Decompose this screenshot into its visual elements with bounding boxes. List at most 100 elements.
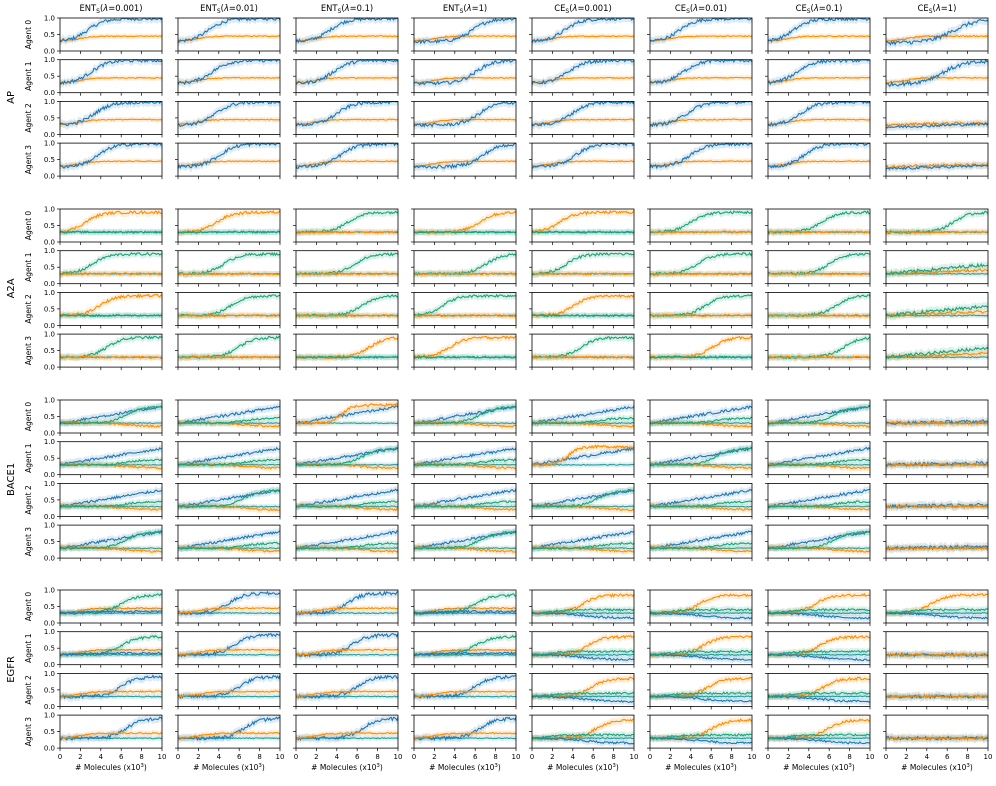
panel-ap-a0-c6 — [765, 17, 871, 54]
panel-bace1-a0-c5 — [647, 399, 753, 436]
series-line-blue — [295, 100, 399, 127]
series-line-orange — [650, 545, 753, 553]
series-line-orange — [178, 606, 281, 615]
x-axis-label: # Molecules (x103) — [901, 763, 973, 772]
series-band-blue — [768, 734, 870, 747]
panel-egfr-a1-c1 — [175, 631, 281, 668]
series-line-green — [295, 210, 399, 235]
series-band-orange — [178, 418, 280, 431]
y-tick-label: 0.0 — [44, 48, 55, 56]
series-band-green — [178, 334, 280, 362]
panel-ap-a0-c4 — [529, 17, 635, 54]
panel-bace1-a1-c5 — [647, 441, 753, 478]
series-line-orange — [767, 421, 871, 428]
series-band-green — [768, 334, 870, 363]
series-line-orange — [649, 230, 753, 234]
agent-label: Agent 0 — [24, 20, 33, 50]
y-tick-label: 0.0 — [44, 131, 55, 139]
panel-a2a-a3-c7 — [883, 333, 989, 371]
x-tick-label: 0 — [766, 753, 770, 761]
series-band-orange — [650, 334, 752, 362]
panel-egfr-a0-c5 — [647, 589, 753, 626]
y-tick-label: 1.0 — [44, 98, 55, 106]
y-tick-label: 0.0 — [44, 513, 55, 521]
series-line-teal — [295, 695, 399, 698]
panel-bace1-a3-c2 — [293, 524, 399, 562]
series-line-green — [59, 313, 163, 318]
series-line-blue — [295, 405, 399, 425]
series-line-orange — [413, 272, 516, 276]
series-line-orange — [885, 462, 989, 468]
series-line-green — [413, 355, 517, 360]
series-line-blue — [177, 530, 281, 550]
series-band-green — [768, 456, 870, 469]
panel-ap-a0-c7 — [883, 17, 989, 54]
y-tick-label: 0.0 — [44, 471, 55, 479]
y-tick-label: 0.0 — [44, 364, 55, 372]
series-line-orange — [296, 402, 399, 425]
series-line-green — [59, 251, 163, 276]
series-line-teal — [59, 737, 162, 740]
panel-egfr-a1-c5 — [647, 631, 753, 668]
series-line-green — [413, 253, 517, 277]
series-line-orange — [885, 76, 989, 84]
x-tick-label: 10 — [276, 753, 285, 761]
series-line-orange — [177, 690, 281, 698]
series-line-orange — [885, 503, 989, 509]
series-line-green — [413, 230, 517, 234]
series-band-green — [60, 334, 162, 362]
series-line-orange — [59, 690, 163, 697]
series-line-green — [177, 416, 281, 425]
series-line-blue — [649, 695, 753, 703]
column-title-5: CES(λ=0.01) — [675, 3, 727, 15]
series-band-orange — [532, 209, 634, 237]
agent-label: Agent 1 — [24, 61, 33, 91]
series-line-orange — [177, 546, 281, 553]
x-tick-label: 8 — [729, 753, 733, 761]
panel-ap-a1-c7 — [883, 58, 989, 96]
series-line-orange — [295, 76, 399, 84]
series-line-green — [295, 447, 399, 467]
series-band-orange — [178, 269, 280, 278]
series-line-orange — [59, 293, 163, 317]
series-band-green — [650, 647, 752, 659]
series-line-blue — [767, 100, 871, 127]
series-line-orange — [177, 35, 281, 42]
panel-bace1-a0-c3 — [411, 399, 517, 436]
series-line-orange — [885, 310, 989, 318]
series-line-orange — [177, 272, 281, 276]
series-line-blue — [531, 611, 635, 620]
panel-a2a-a3-c3 — [411, 333, 517, 371]
panel-ap-a0-c1 — [175, 17, 281, 54]
panel-egfr-a2-c1 — [175, 673, 281, 710]
series-line-blue — [531, 446, 635, 466]
panel-bace1-a2-c5 — [647, 482, 753, 520]
y-tick-label: 0.0 — [44, 239, 55, 247]
agent-label: Agent 2 — [24, 103, 33, 133]
series-line-orange — [767, 592, 871, 615]
series-band-green — [296, 209, 398, 237]
series-line-green — [59, 530, 163, 550]
series-band-blue — [414, 673, 516, 702]
series-band-blue — [60, 59, 162, 88]
series-line-blue — [413, 609, 517, 615]
series-line-green — [649, 608, 753, 615]
series-line-orange — [885, 546, 989, 551]
x-tick-label: 0 — [884, 753, 888, 761]
series-line-green — [649, 355, 753, 360]
x-tick-label: 8 — [965, 753, 969, 761]
panel-bace1-a1-c1 — [175, 441, 281, 478]
panel-egfr-a1-c0: 0.0 0.5 1.0 — [44, 628, 163, 669]
series-line-green — [767, 458, 871, 467]
panel-egfr-a0-c7 — [883, 589, 989, 626]
y-tick-label: 0.0 — [44, 703, 55, 711]
panel-a2a-a2-c4 — [529, 291, 635, 329]
series-band-blue — [886, 649, 988, 661]
x-tick-label: 2 — [432, 753, 436, 761]
x-tick-label: 4 — [807, 753, 812, 761]
panel-ap-a0-c5 — [647, 17, 753, 54]
series-line-orange — [767, 313, 871, 318]
panel-ap-a3-c0: 0.0 0.5 1.0 — [44, 140, 163, 181]
x-tick-label: 4 — [217, 753, 222, 761]
x-tick-label: 10 — [512, 753, 521, 761]
